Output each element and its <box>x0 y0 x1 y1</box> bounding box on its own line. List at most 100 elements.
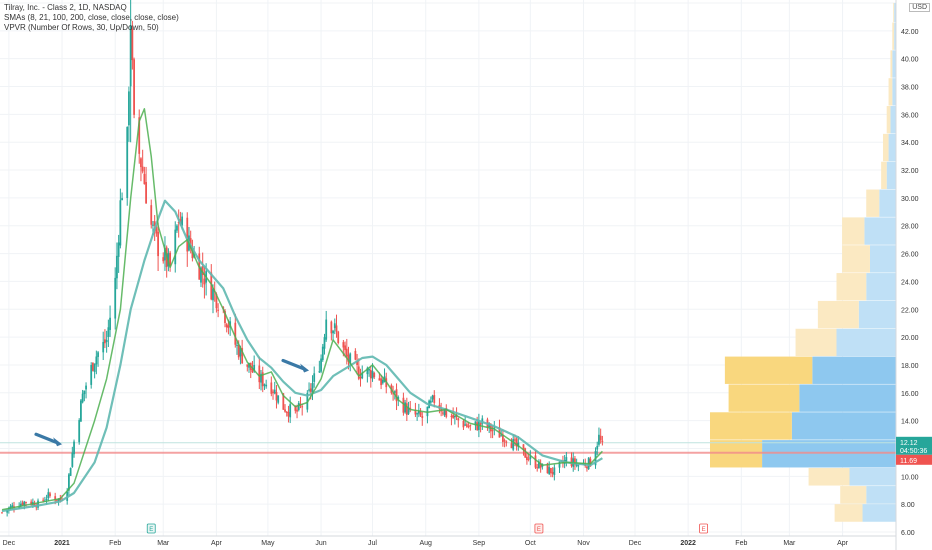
time-axis[interactable]: Dec 2021 Feb Mar Apr May Jun Jul Aug Sep Oct Nov Dec… <box>0 535 896 547</box>
candle-down <box>534 455 537 468</box>
candle-up <box>404 402 407 413</box>
sma-long-line <box>1 199 603 513</box>
candle-down <box>30 501 33 505</box>
candle-down <box>177 222 180 224</box>
candle-down <box>441 412 444 414</box>
candle-down <box>599 435 602 441</box>
volume-profile-down-bar <box>817 300 859 329</box>
candle-up <box>500 435 503 437</box>
volume-profile-down-bar <box>842 245 870 273</box>
candle-down <box>392 393 395 395</box>
candle-up <box>397 397 400 400</box>
candle-down <box>342 342 345 348</box>
candle-up <box>117 242 120 257</box>
chart-legend: Tilray, Inc. - Class 2, 1D, NASDAQ SMAs … <box>4 3 179 33</box>
prev-close-tag <box>896 454 932 465</box>
candle-down <box>33 502 36 507</box>
candle-up <box>575 464 578 466</box>
price-tick-label: 26.00 <box>901 252 919 259</box>
legend-symbol-title[interactable]: Tilray, Inc. - Class 2, 1D, NASDAQ <box>4 3 127 12</box>
candle-up <box>114 277 117 319</box>
candle-down <box>186 217 189 252</box>
candle-down <box>421 415 424 419</box>
arrow-shaft <box>281 358 305 371</box>
candle-up <box>80 400 82 422</box>
candle-up <box>116 255 118 279</box>
candle-up <box>443 409 446 416</box>
volume-profile-up-bar <box>858 300 896 329</box>
candle-up <box>105 339 108 343</box>
candle-up <box>289 404 292 418</box>
candle-down <box>510 443 513 449</box>
candle-up <box>164 248 166 261</box>
legend-vpvr-indicator[interactable]: VPVR (Number Of Rows, 30, Up/Down, 50) <box>4 23 159 32</box>
time-tick-label: Nov <box>577 540 590 547</box>
candle-up <box>366 367 369 375</box>
time-tick-label: May <box>261 540 275 547</box>
candle-up <box>417 410 420 414</box>
candle-up <box>45 499 48 501</box>
candle-up <box>558 461 561 468</box>
candle-up <box>517 442 520 447</box>
candle-up <box>102 341 105 353</box>
candle-down <box>356 360 358 366</box>
price-tick-label: 34.00 <box>901 140 919 147</box>
candle-down <box>284 409 286 412</box>
volume-profile-up-bar <box>894 3 896 22</box>
candle-down <box>601 440 604 442</box>
price-tick-label: 40.00 <box>901 57 919 64</box>
candle-down <box>369 369 372 379</box>
candle-down <box>501 435 504 442</box>
candle-down <box>251 368 254 373</box>
volume-profile-up-bar <box>894 22 896 50</box>
candle-up <box>407 407 410 414</box>
candle-down <box>241 348 244 364</box>
candle-down <box>143 173 146 185</box>
legend-sma-indicator[interactable]: SMAs (8, 21, 100, 200, close, close, clo… <box>4 13 179 22</box>
candle-down <box>42 499 45 501</box>
candle-up <box>260 373 262 383</box>
candle-up <box>393 391 396 393</box>
candle-up <box>93 363 96 372</box>
candle-down <box>330 321 333 334</box>
candle-down <box>574 458 576 465</box>
candle-up <box>308 389 310 391</box>
candle-down <box>285 411 288 413</box>
candle-down <box>169 252 172 267</box>
candle-down <box>49 493 51 496</box>
currency-label[interactable]: USD <box>909 3 930 12</box>
volume-profile-down-bar <box>795 328 837 357</box>
candle-up <box>47 492 50 499</box>
candle-down <box>133 59 135 115</box>
price-tick-label: 8.00 <box>901 502 915 509</box>
earnings-marker <box>146 523 156 534</box>
candle-down <box>409 407 412 409</box>
candle-up <box>332 330 334 334</box>
candle-up <box>333 323 336 329</box>
price-tick-label: 20.00 <box>901 335 919 342</box>
price-tick-label: 32.00 <box>901 168 919 175</box>
candle-down <box>237 344 240 358</box>
volume-profile-up-bar <box>836 328 896 357</box>
candle-down <box>335 325 338 332</box>
price-tick-label: 16.00 <box>901 391 919 398</box>
volume-profile-up-bar <box>892 78 896 106</box>
candle-down <box>301 406 304 408</box>
arrow-head <box>300 363 310 373</box>
candle-down <box>246 364 249 367</box>
candle-down <box>201 266 204 276</box>
candle-down <box>354 350 357 360</box>
volume-profile-down-bar <box>724 356 813 384</box>
arrow-head <box>53 437 63 447</box>
price-axis[interactable]: 6.008.0010.0012.0014.0016.0018.0020.0022… <box>895 0 919 550</box>
candle-up <box>548 467 551 475</box>
volume-profile-down-bar <box>710 412 792 440</box>
candle-down <box>282 393 285 410</box>
candle-down <box>227 325 230 329</box>
time-tick-label: Sep <box>473 540 486 547</box>
candle-down <box>25 501 27 503</box>
volume-profile-down-bar <box>866 189 880 217</box>
candle-down <box>539 463 542 468</box>
